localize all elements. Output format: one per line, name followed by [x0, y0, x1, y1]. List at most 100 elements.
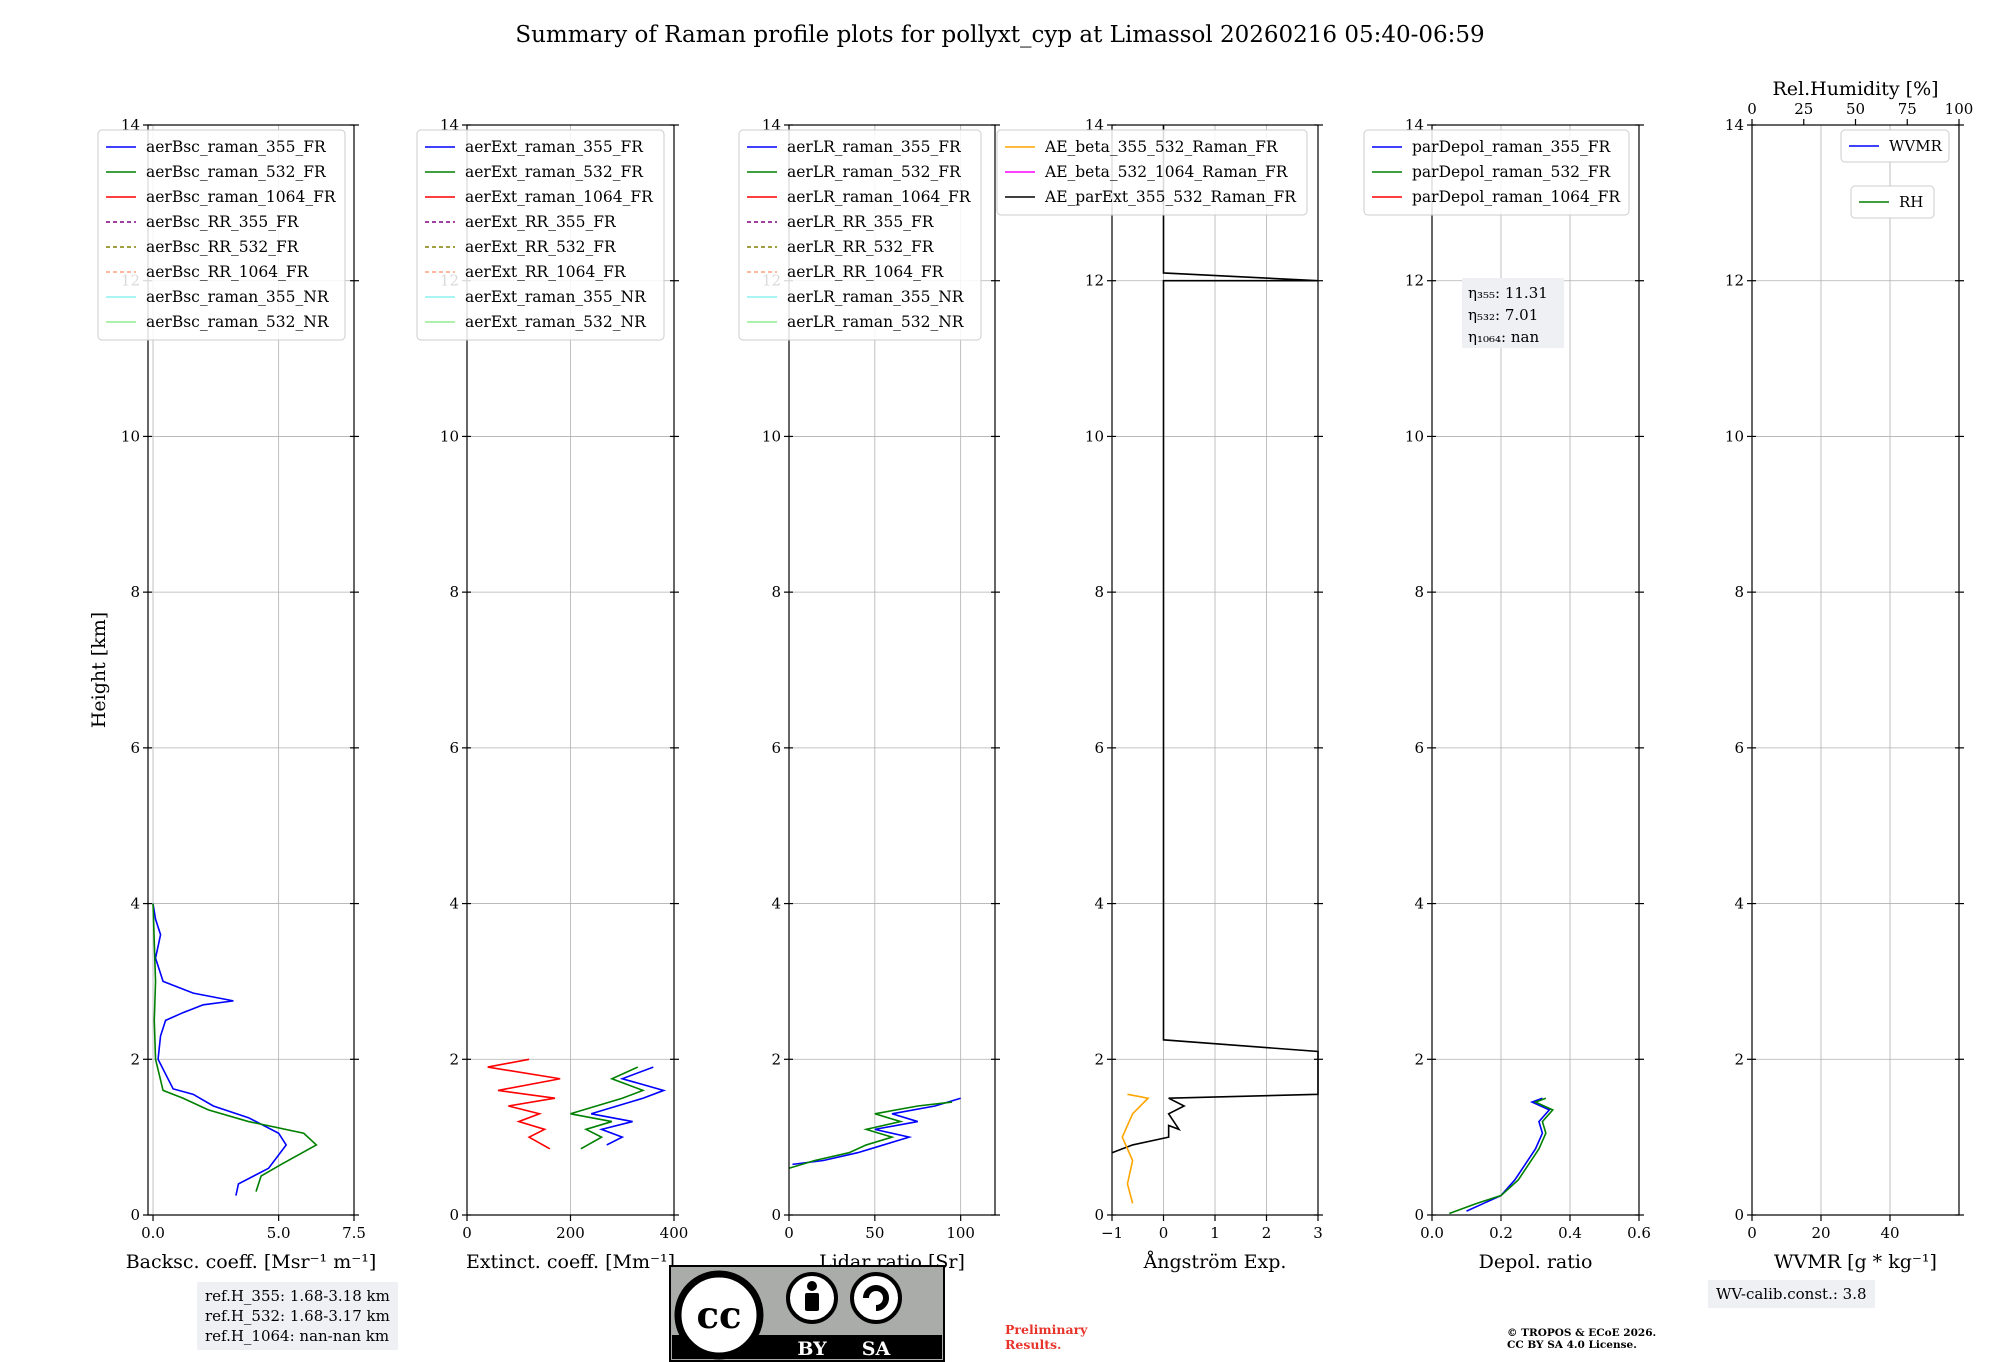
eta-box — [1462, 278, 1564, 348]
refh-1064: ref.H_1064: nan-nan km — [205, 1327, 390, 1345]
legend-box: aerLR_raman_355_FR aerLR_raman_532_FR aerL… — [738, 129, 982, 341]
y-tick-label: 6 — [1414, 739, 1424, 757]
y-tick-label: 4 — [449, 895, 459, 913]
eta-eta355: η₃₅₅: 11.31 — [1468, 284, 1548, 302]
top-x-tick-label: 25 — [1794, 100, 1813, 118]
preliminary-note: Preliminary Results. — [1005, 1322, 1087, 1352]
y-tick-label: 6 — [130, 739, 140, 757]
x-tick-label: 0 — [1747, 1224, 1757, 1242]
y-tick-label: 10 — [440, 427, 459, 445]
legend-entry-label: AE_beta_532_1064_Raman_FR — [1044, 163, 1289, 181]
legend-frame — [1363, 129, 1630, 216]
refh-355: ref.H_355: 1.68-3.18 km — [205, 1287, 390, 1305]
badge-sa-text: SA — [862, 1338, 891, 1360]
cc-logo-icon — [674, 1270, 764, 1360]
legend-entry-label: aerBsc_RR_355_FR — [146, 213, 300, 231]
legend-entry-label: aerExt_RR_532_FR — [465, 238, 617, 256]
x-tick-label: 5.0 — [267, 1224, 291, 1242]
legend-entry-label: aerExt_raman_1064_FR — [465, 188, 654, 206]
cc-license-badge: cc BY SA — [669, 1265, 945, 1362]
y-tick-label: 8 — [771, 583, 781, 601]
x-axis-label: Backsc. coeff. [Msr⁻¹ m⁻¹] — [126, 1251, 377, 1273]
legend-box: aerExt_raman_355_FR aerExt_raman_532_FRae… — [416, 129, 665, 341]
axes-frame — [1431, 124, 1640, 1216]
legend-entry-label: aerBsc_RR_532_FR — [146, 238, 300, 256]
legend-entry-label: aerLR_raman_532_FR — [787, 163, 962, 181]
y-tick-label: 8 — [1094, 583, 1104, 601]
cc-logo-text: cc — [696, 1293, 741, 1337]
y-tick-label: 6 — [771, 739, 781, 757]
eta-eta532: η₅₃₂: 7.01 — [1468, 306, 1538, 324]
eta-annotation: η₃₅₅: 11.31 η₅₃₂: 7.01 η₁₀₆₄: nan — [1462, 278, 1564, 348]
legend-entry-label: aerBsc_raman_355_FR — [146, 138, 327, 156]
x-tick-label: 2 — [1262, 1224, 1272, 1242]
top-x-tick-label: 75 — [1898, 100, 1917, 118]
preliminary-line-2: Results. — [1005, 1337, 1062, 1352]
legend-entry-label: AE_parExt_355_532_Raman_FR — [1044, 188, 1297, 206]
y-tick-label: 0 — [449, 1206, 459, 1224]
y-tick-label: 8 — [130, 583, 140, 601]
x-tick-label: 40 — [1880, 1224, 1899, 1242]
x-tick-label: 100 — [946, 1224, 975, 1242]
legend-frame — [996, 129, 1308, 216]
legend-entry-label: AE_beta_355_532_Raman_FR — [1044, 138, 1279, 156]
legend-frame-wvmr — [1840, 129, 1950, 163]
reference-height-box: ref.H_355: 1.68-3.18 km ref.H_532: 1.68-… — [197, 1282, 398, 1350]
legend-box: parDepol_raman_355_FR parDepol_raman_532_… — [1363, 129, 1630, 216]
x-tick-label: −1 — [1101, 1224, 1123, 1242]
figure-title: Summary of Raman profile plots for polly… — [515, 22, 1485, 48]
legend-entry-label: parDepol_raman_355_FR — [1412, 138, 1612, 156]
x-axis-label: Extinct. coeff. [Mm⁻¹] — [466, 1251, 675, 1273]
x-tick-label: 0.4 — [1558, 1224, 1582, 1242]
person-head-icon — [807, 1281, 817, 1291]
series-aerExt_raman_355_FR — [590, 1066, 667, 1146]
y-tick-label: 0 — [1414, 1206, 1424, 1224]
legend-box: aerBsc_raman_355_FR aerBsc_raman_532_FRae… — [97, 129, 346, 341]
y-tick-label: 4 — [1094, 895, 1104, 913]
y-tick-label: 8 — [1414, 583, 1424, 601]
panel-lr: 02468101214050100Lidar ratio [Sr]aerLR_r… — [738, 116, 1000, 1273]
x-tick-label: 0 — [462, 1224, 472, 1242]
legend-label-wvmr: WVMR — [1889, 137, 1943, 155]
y-tick-label: 0 — [130, 1206, 140, 1224]
x-tick-label: 3 — [1313, 1224, 1323, 1242]
y-tick-label: 0 — [771, 1206, 781, 1224]
series-parDepol_raman_532_FR — [1448, 1097, 1555, 1215]
x-tick-label: 50 — [865, 1224, 884, 1242]
legend-entry-label: aerExt_raman_355_NR — [465, 288, 647, 306]
x-tick-label: 20 — [1811, 1224, 1830, 1242]
series-aerBsc_raman_355_FR — [152, 903, 288, 1196]
legend-entry-label: aerExt_RR_355_FR — [465, 213, 617, 231]
axes-frame — [788, 124, 996, 1216]
y-tick-label: 6 — [1094, 739, 1104, 757]
y-tick-label: 2 — [1734, 1050, 1744, 1068]
person-body-icon — [805, 1293, 819, 1311]
y-tick-label: 10 — [1725, 427, 1744, 445]
y-tick-label: 4 — [130, 895, 140, 913]
legend-frame — [97, 129, 346, 341]
series-AE_beta_355_532_Raman_FR — [1121, 1093, 1150, 1204]
x-tick-label: 7.5 — [342, 1224, 366, 1242]
y-tick-label: 2 — [449, 1050, 459, 1068]
legend-entry-label: aerLR_RR_532_FR — [787, 238, 935, 256]
x-tick-label: 0.0 — [141, 1224, 165, 1242]
preliminary-line-1: Preliminary — [1005, 1322, 1088, 1337]
legend-entry-label: aerExt_RR_1064_FR — [465, 263, 627, 281]
wv-calib-box: WV-calib.const.: 3.8 — [1708, 1280, 1875, 1308]
y-tick-label: 6 — [1734, 739, 1744, 757]
legend-entry-label: aerBsc_RR_1064_FR — [146, 263, 310, 281]
y-axis-label: Height [km] — [88, 612, 110, 728]
top-x-tick-label: 50 — [1846, 100, 1865, 118]
x-tick-label: 1 — [1210, 1224, 1220, 1242]
y-tick-label: 2 — [130, 1050, 140, 1068]
y-tick-label: 8 — [1734, 583, 1744, 601]
y-tick-label: 0 — [1094, 1206, 1104, 1224]
series-aerLR_raman_355_FR — [792, 1097, 961, 1166]
legend-entry-label: aerLR_raman_355_NR — [787, 288, 965, 306]
legend-entry-label: aerExt_raman_532_NR — [465, 313, 647, 331]
